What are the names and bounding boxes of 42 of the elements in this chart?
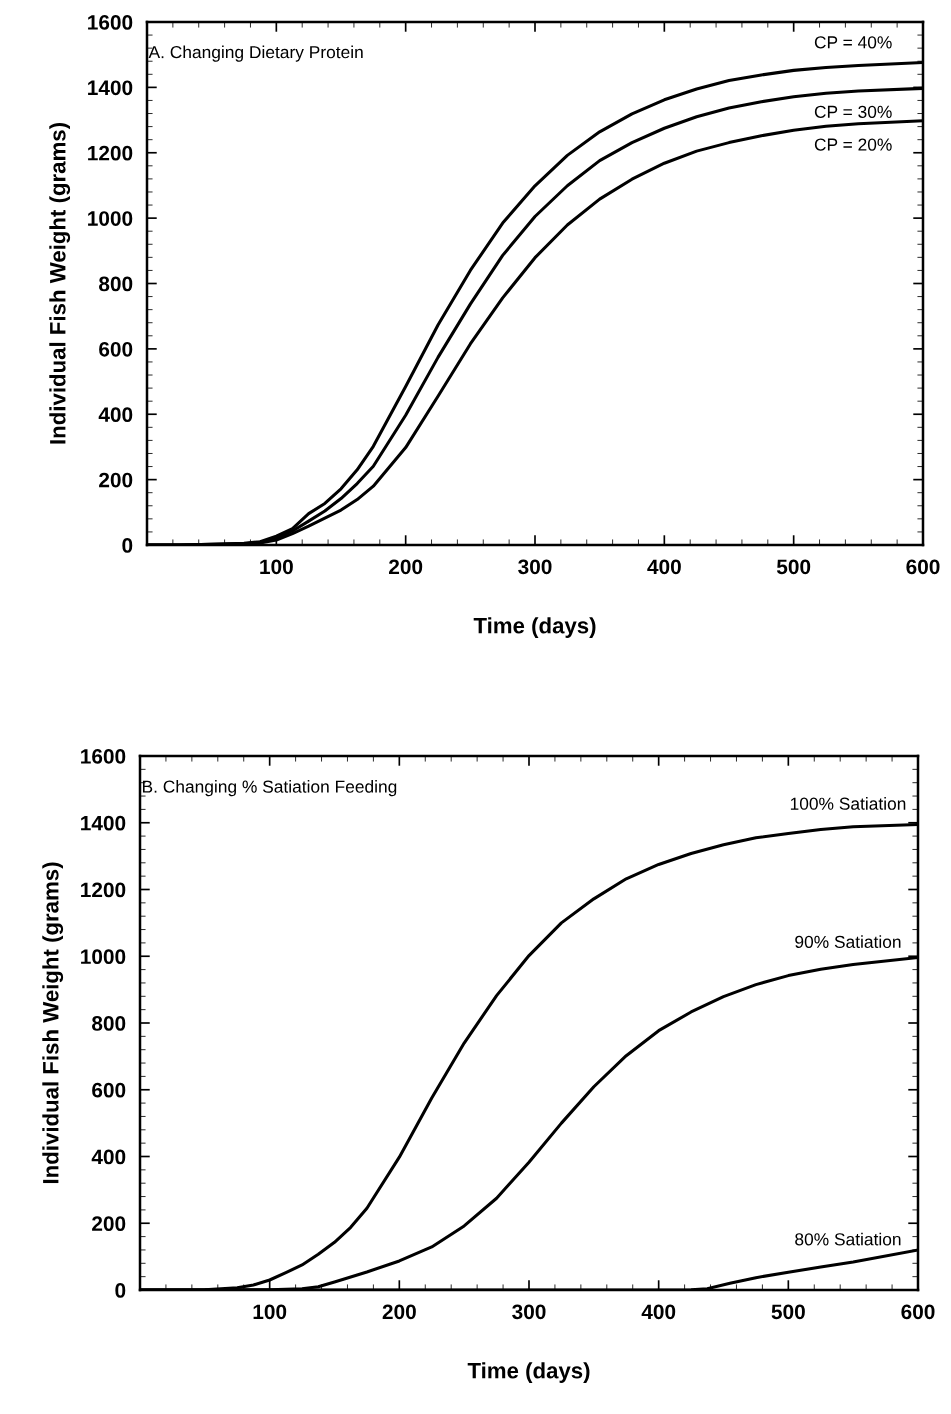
y-axis-title: Individual Fish Weight (grams)	[42, 862, 64, 1184]
y-tick-label: 400	[98, 407, 133, 422]
y-tick-label: 1600	[81, 749, 126, 764]
y-tick-label: 1600	[88, 15, 133, 30]
x-tick-label: 600	[906, 559, 940, 575]
y-tick-label: 800	[92, 1016, 126, 1031]
x-tick-label: 400	[647, 559, 681, 575]
legend-label: 90% Satiation	[795, 935, 901, 949]
x-axis-title: Time (days)	[467, 1362, 590, 1383]
legend-label: CP = 40%	[814, 36, 892, 49]
y-tick-label: 200	[99, 472, 133, 488]
y-tick-label: 400	[91, 1149, 126, 1165]
annotation: A. Changing Dietary Protein	[148, 45, 363, 62]
y-tick-label: 200	[92, 1216, 126, 1231]
x-axis-title: Time (days)	[473, 617, 596, 638]
x-tick-label: 400	[641, 1304, 676, 1320]
x-tick-label: 100	[253, 1304, 287, 1320]
y-tick-label: 1400	[81, 815, 126, 831]
annotation: B. Changing % Satiation Feeding	[142, 780, 397, 797]
legend-label: CP = 20%	[814, 138, 892, 151]
x-tick-label: 300	[512, 1304, 546, 1320]
y-tick-label: 0	[115, 1283, 126, 1298]
y-tick-label: 600	[99, 341, 133, 357]
x-tick-label: 200	[382, 1304, 416, 1320]
legend-label: 100% Satiation	[790, 797, 906, 810]
y-tick-label: 1200	[88, 145, 133, 161]
y-tick-label: 1200	[81, 882, 126, 898]
y-tick-label: 1000	[88, 211, 133, 226]
x-tick-label: 200	[389, 559, 423, 575]
x-tick-label: 100	[260, 559, 293, 575]
x-tick-label: 300	[518, 559, 552, 575]
y-tick-label: 0	[122, 538, 133, 553]
legend-label: CP = 30%	[814, 105, 892, 118]
x-tick-label: 600	[901, 1304, 935, 1320]
x-tick-label: 500	[771, 1304, 805, 1320]
legend-label: 80% Satiation	[795, 1232, 901, 1246]
y-tick-label: 600	[92, 1082, 126, 1098]
y-axis-title: Individual Fish Weight (grams)	[49, 123, 71, 444]
y-tick-label: 1400	[88, 80, 133, 96]
y-tick-label: 800	[99, 276, 133, 292]
y-tick-label: 1000	[81, 949, 126, 964]
x-tick-label: 500	[776, 559, 811, 575]
